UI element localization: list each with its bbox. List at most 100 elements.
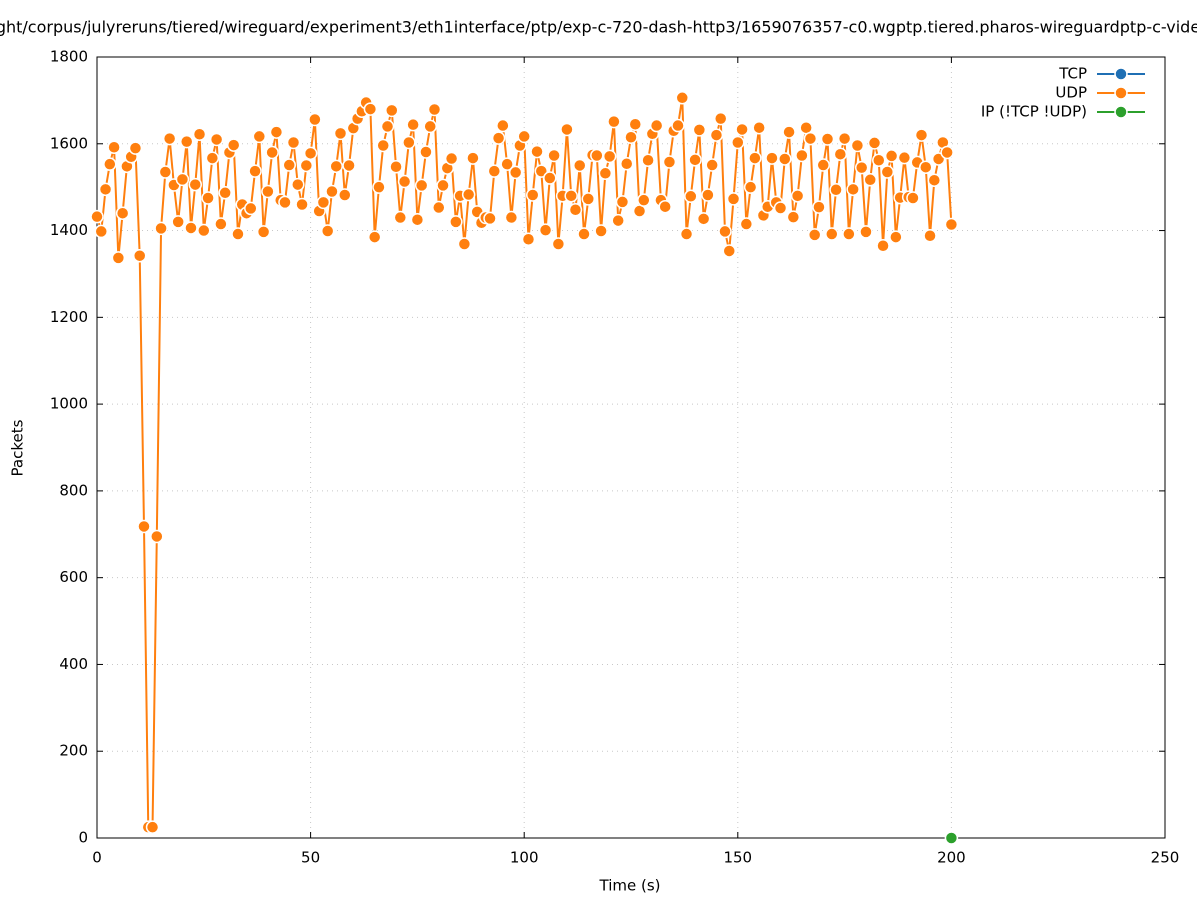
data-point [944,217,959,232]
data-point [641,153,655,168]
data-point [876,238,890,253]
data-point [98,182,113,197]
data-point [372,180,386,194]
y-tick-label: 200 [59,742,88,760]
data-point [615,195,630,209]
data-point [581,192,596,206]
data-point [137,519,151,534]
data-point [282,158,296,172]
data-point [188,177,203,192]
data-point [731,135,745,150]
data-point [432,200,446,215]
legend-label: UDP [1055,84,1087,102]
data-point [325,184,339,199]
data-point [444,151,459,166]
data-point [214,217,228,231]
data-point [226,138,241,152]
data-point [658,199,672,214]
data-point [410,212,425,227]
data-point [765,151,779,165]
data-point [679,227,694,241]
data-point [534,164,549,178]
data-point [940,145,954,160]
data-point [496,118,510,133]
data-point [807,228,822,242]
data-point [820,132,835,146]
data-point [850,138,865,153]
legend-marker [1114,105,1128,119]
legend-marker [1114,67,1128,81]
data-point [389,160,403,174]
data-point [367,230,382,244]
y-tick-label: 0 [78,829,88,847]
data-point [752,120,766,135]
data-point [132,248,147,263]
data-point [286,135,301,150]
data-point [427,102,442,117]
data-point [572,158,587,173]
data-point [466,151,480,165]
data-point [402,135,416,150]
plot-border [96,56,1166,839]
data-point [803,131,818,146]
data-point [859,225,873,239]
data-point [525,188,540,202]
data-point [94,224,109,239]
legend-label: IP (!TCP !UDP) [981,103,1087,121]
data-point [376,138,390,153]
data-point [201,191,215,205]
data-point [449,215,463,229]
data-point [927,173,942,187]
data-point [504,210,519,225]
data-point [560,122,574,137]
data-point [684,189,698,204]
data-point [500,157,514,171]
data-point [748,151,762,165]
data-point [880,165,895,179]
y-tick-label: 1400 [50,221,88,239]
data-point [385,103,399,118]
data-point [461,187,476,202]
data-point [414,178,429,193]
data-point [547,148,561,163]
data-point [649,118,664,133]
data-point [197,223,211,238]
x-tick-label: 50 [301,849,320,867]
data-point [671,118,685,133]
data-point [342,158,356,173]
data-point [320,224,335,238]
x-tick-label: 0 [92,849,102,867]
data-point [363,102,378,116]
data-point [406,117,420,132]
data-point [705,158,719,172]
data-point [256,225,271,239]
data-point [248,164,262,178]
data-point [863,173,877,187]
data-point [739,217,754,231]
data-point [833,147,848,161]
data-point [662,155,677,169]
data-point [829,183,843,197]
data-point [175,172,190,187]
data-point [278,195,292,210]
y-tick-label: 1200 [50,308,88,326]
data-point [637,193,651,207]
data-point [218,186,232,200]
data-point [854,160,869,175]
data-point [688,153,702,167]
data-point [171,215,185,229]
data-point [90,209,104,224]
data-point [812,200,826,214]
data-point [179,134,194,149]
data-point [816,158,830,172]
data-point [205,151,220,165]
data-point [145,820,160,834]
data-point [786,210,801,224]
data-point [252,129,267,144]
data-point [872,153,886,168]
data-point [291,177,305,192]
data-point [397,174,412,189]
data-point [919,160,933,174]
y-tick-label: 1000 [50,395,88,413]
data-point [150,529,164,544]
